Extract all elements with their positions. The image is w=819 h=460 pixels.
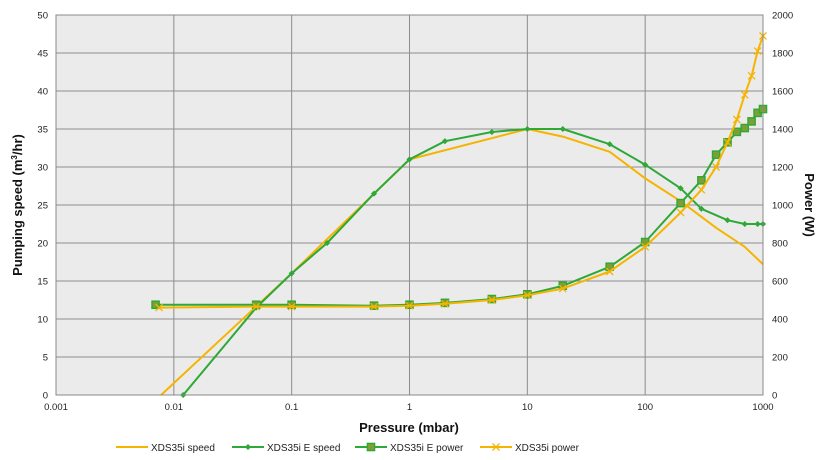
legend-swatch-point — [244, 443, 252, 451]
xds35i-power-point — [558, 284, 567, 293]
legend: XDS35i speed XDS35i E speed XDS35i E power… — [116, 442, 580, 454]
right-y-tick-labels: 0 200 400 600 800 1000 1200 1400 1600 1800 2000 — [772, 11, 793, 402]
xds35i-e-power-point — [740, 123, 750, 133]
x-tick-label: 1 — [407, 402, 412, 413]
legend-label: XDS35i E power — [390, 443, 464, 454]
xds35i-power-point — [523, 291, 532, 300]
xds35i-power-point — [252, 302, 261, 311]
right-y-tick-label: 2000 — [772, 11, 793, 22]
x-tick-label: 0.001 — [44, 402, 68, 413]
y-gridlines — [56, 52, 763, 358]
left-y-tick-label: 10 — [37, 315, 48, 326]
xds35i-e-speed-point — [698, 205, 705, 212]
left-y-axis-title-prefix: Pumping speed (m — [10, 160, 25, 276]
xds35i-e-speed-point — [724, 217, 731, 224]
xds35i-power-point — [441, 299, 449, 308]
xds35i-power-point — [155, 303, 164, 312]
legend-item-xds35i-speed: XDS35i speed — [116, 443, 215, 454]
xds35i-e-speed-point — [754, 220, 761, 228]
left-y-axis-title-superscript: 3 — [10, 155, 19, 160]
legend-swatch-point — [366, 442, 376, 452]
xds35i-power-point — [712, 163, 721, 171]
x-tick-label: 100 — [637, 402, 653, 413]
xds35i-power-point — [287, 302, 296, 311]
right-y-tick-label: 600 — [772, 277, 788, 288]
right-y-tick-label: 0 — [772, 391, 777, 402]
right-y-tick-label: 1200 — [772, 163, 793, 174]
series-line-xds35i-e-speed — [182, 128, 763, 396]
left-y-tick-labels: 0 5 10 15 20 25 30 35 40 45 50 — [37, 11, 48, 402]
left-y-tick-label: 20 — [37, 239, 48, 250]
left-y-axis-title-suffix: /hr) — [10, 134, 25, 155]
xds35i-e-speed-point — [441, 138, 449, 145]
x-tick-label: 0.01 — [165, 402, 184, 413]
xds35i-e-power-point — [287, 300, 296, 310]
left-y-axis-title: Pumping speed (m3/hr) — [10, 134, 25, 276]
xds35i-power-point — [753, 47, 762, 56]
series-line-xds35i-power — [159, 35, 764, 309]
x-axis-title: Pressure (mbar) — [359, 420, 459, 435]
right-y-tick-label: 1800 — [772, 49, 793, 60]
right-y-tick-label: 800 — [772, 239, 788, 250]
xds35i-power-point — [740, 90, 749, 99]
x-tick-label: 1000 — [752, 402, 773, 413]
right-y-tick-label: 1000 — [772, 201, 793, 212]
xds35i-e-power-point — [697, 175, 706, 185]
right-y-tick-label: 200 — [772, 353, 788, 364]
xds35i-e-speed-point — [677, 185, 684, 192]
xds35i-power-point — [723, 138, 732, 147]
legend-label: XDS35i speed — [151, 443, 215, 454]
xds35i-e-power-point — [251, 300, 261, 310]
x-tick-label: 10 — [522, 402, 533, 413]
x-tick-labels: 0.001 0.01 0.1 1 10 100 1000 — [44, 402, 773, 413]
xds35i-e-speed-point — [741, 220, 748, 228]
xds35i-power-point — [676, 208, 685, 217]
xds35i-e-speed-point — [370, 190, 378, 197]
xds35i-e-speed-point — [323, 239, 331, 247]
left-y-tick-label: 35 — [37, 125, 48, 136]
xds35i-power-point — [641, 242, 650, 251]
x-tick-label: 0.1 — [285, 402, 298, 413]
right-y-tick-label: 400 — [772, 315, 788, 326]
xds35i-power-point — [405, 301, 414, 310]
left-y-tick-label: 40 — [37, 87, 48, 98]
series-layer — [151, 31, 768, 399]
xds35i-e-power-point — [747, 117, 756, 126]
xds35i-power-point — [747, 71, 756, 80]
left-y-tick-label: 5 — [43, 353, 48, 364]
xds35i-e-speed-point — [559, 125, 566, 133]
left-y-tick-label: 45 — [37, 49, 48, 60]
xds35i-e-speed-point — [606, 141, 613, 148]
series-xds35i-power — [155, 31, 767, 312]
legend-item-xds35i-power: XDS35i power — [480, 443, 580, 454]
left-y-tick-label: 0 — [43, 391, 48, 402]
xds35i-e-speed-point — [488, 128, 496, 136]
xds35i-e-speed-point — [288, 270, 295, 277]
right-y-tick-label: 1400 — [772, 125, 793, 136]
legend-item-xds35i-e-power: XDS35i E power — [355, 442, 464, 454]
left-y-tick-label: 50 — [37, 11, 48, 22]
xds35i-power-point — [605, 267, 614, 276]
legend-item-xds35i-e-speed: XDS35i E speed — [232, 443, 340, 454]
left-y-tick-label: 30 — [37, 163, 48, 174]
xds35i-power-point — [732, 115, 741, 124]
xds35i-e-speed-point — [524, 125, 531, 133]
xds35i-e-speed-point — [642, 161, 649, 168]
plot-border — [55, 14, 764, 396]
left-y-tick-label: 15 — [37, 277, 48, 288]
left-y-tick-label: 25 — [37, 201, 48, 212]
xds35i-power-point — [370, 302, 378, 311]
legend-swatch-point — [492, 443, 500, 451]
xds35i-e-speed-point — [406, 156, 413, 163]
xds35i-e-power-point — [732, 127, 742, 137]
right-y-tick-label: 1600 — [772, 87, 793, 98]
legend-label: XDS35i E speed — [267, 443, 340, 454]
xds35i-power-point — [697, 185, 706, 194]
legend-label: XDS35i power — [515, 443, 580, 454]
right-y-axis-title: Power (W) — [802, 173, 817, 237]
xds35i-power-point — [487, 296, 496, 304]
xds35i-e-power-point — [711, 150, 721, 159]
xds35i-e-power-point — [676, 198, 685, 208]
